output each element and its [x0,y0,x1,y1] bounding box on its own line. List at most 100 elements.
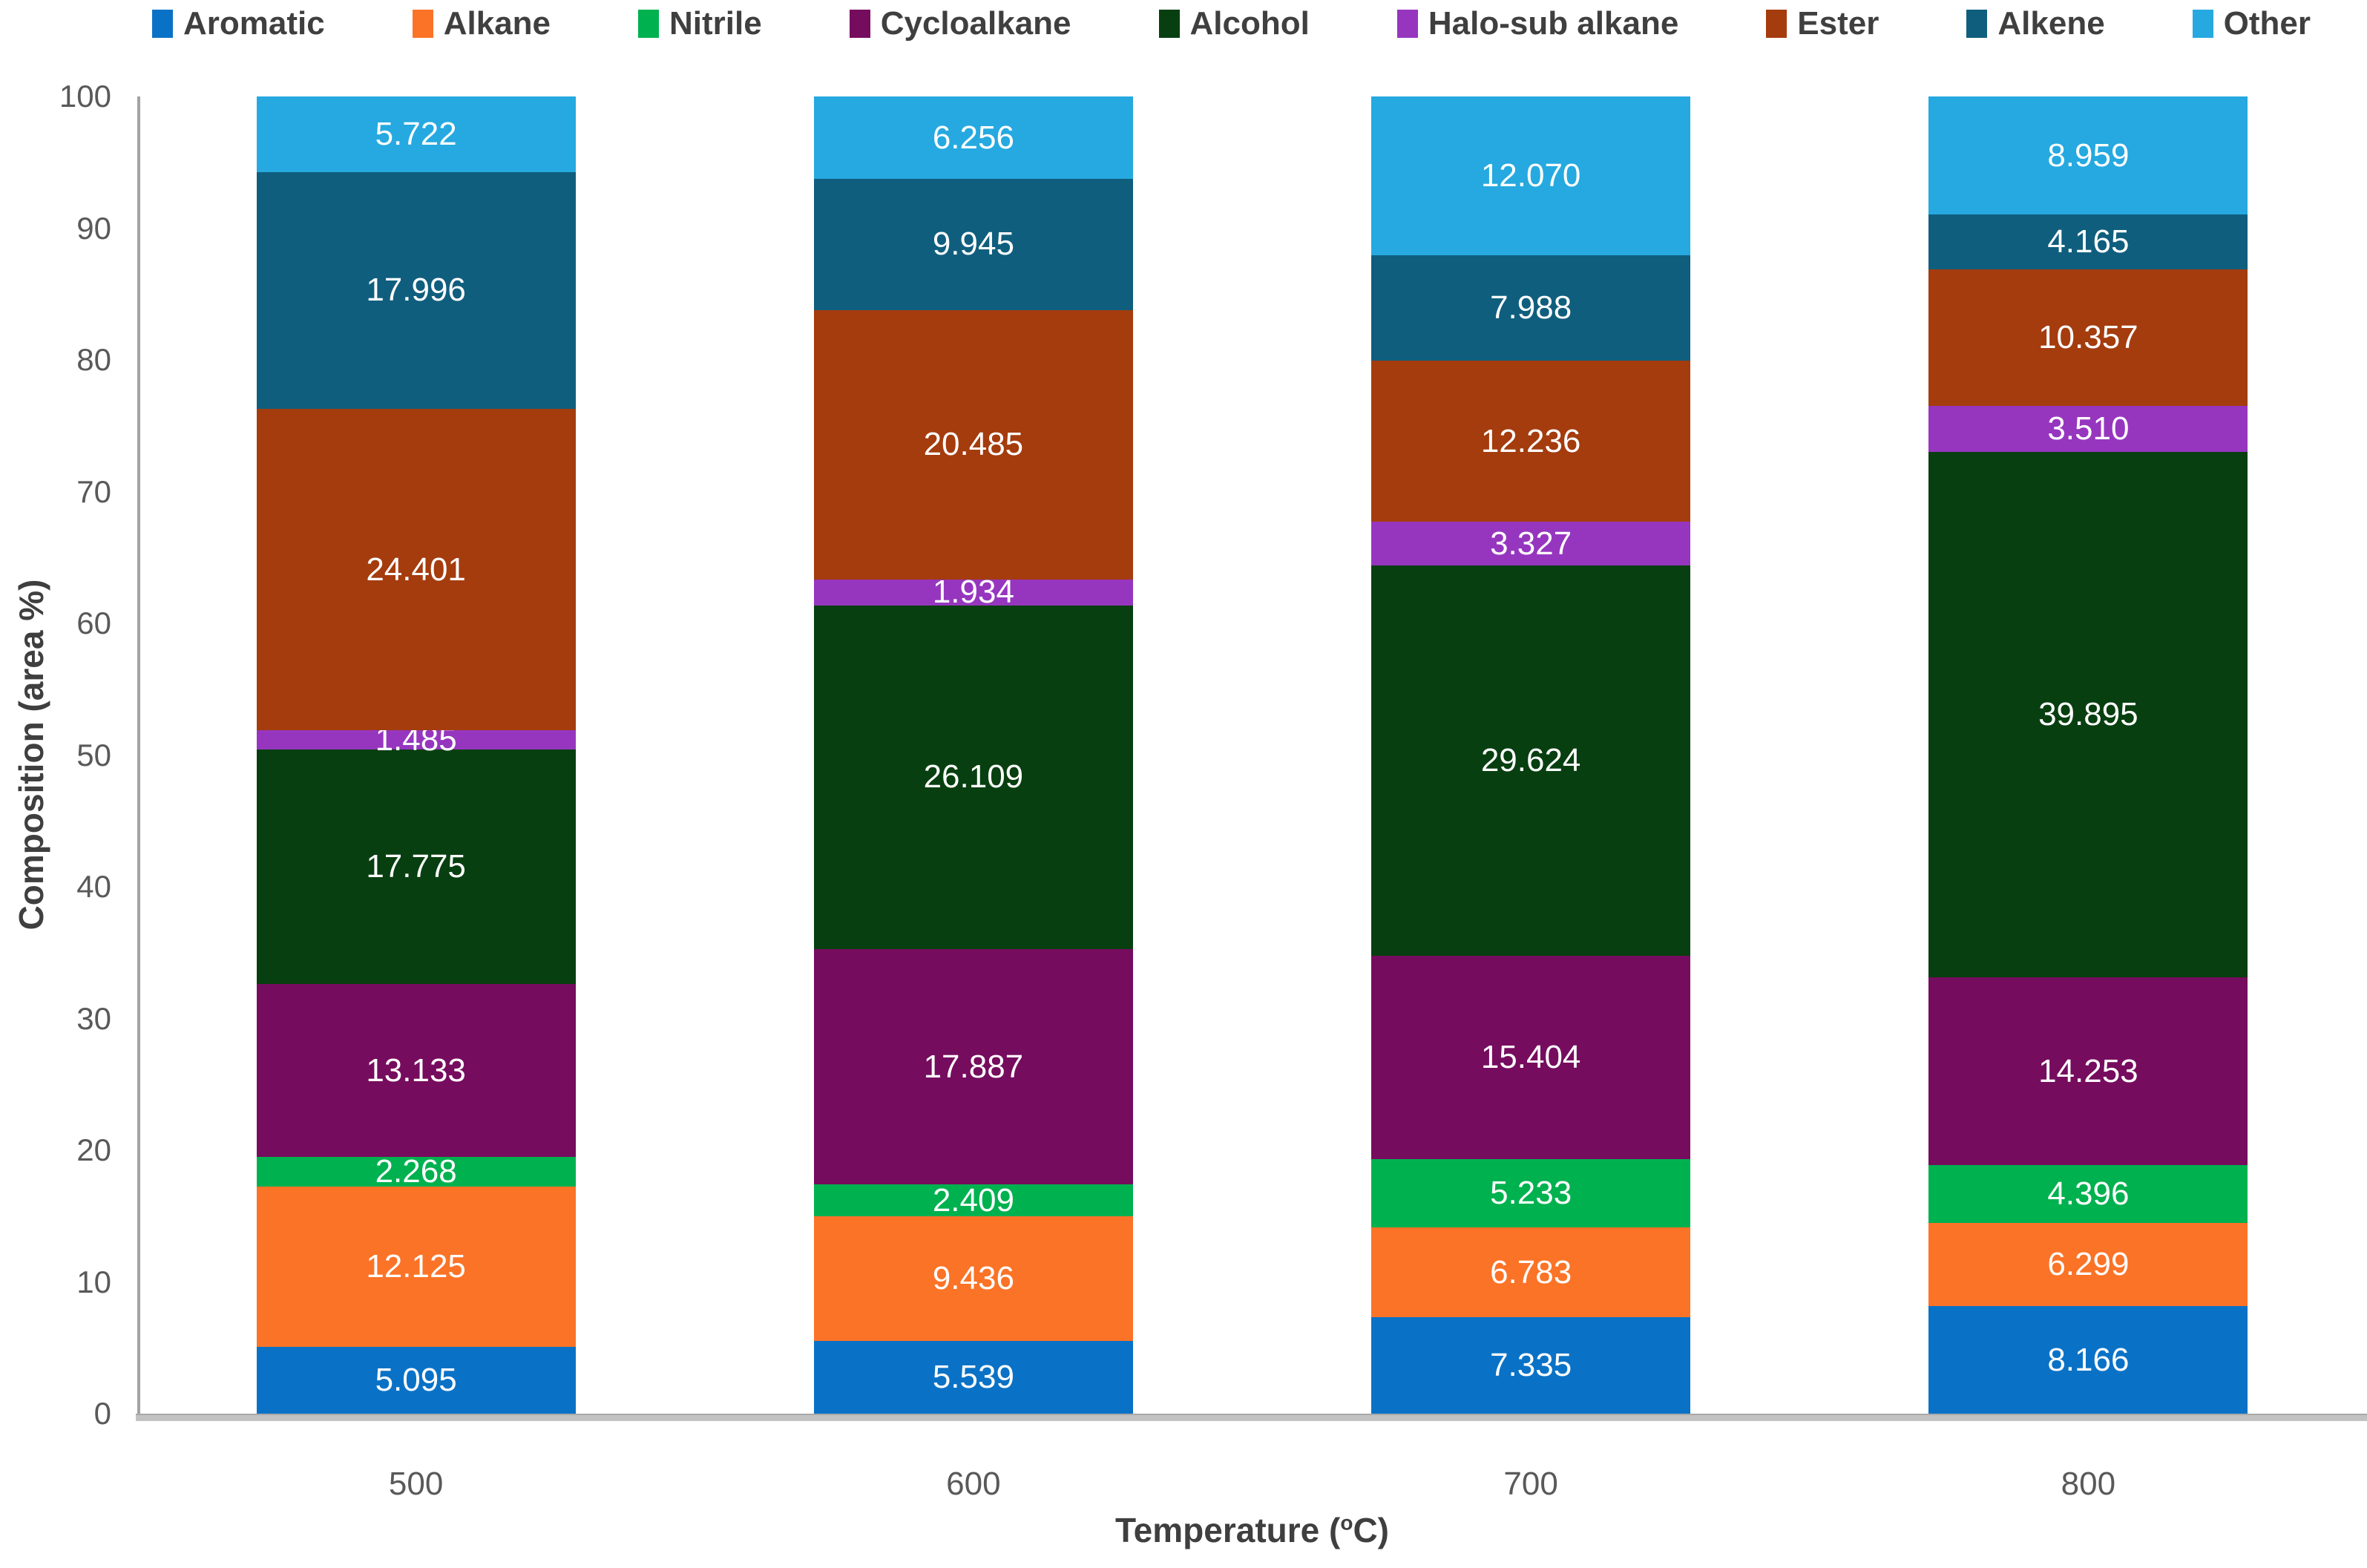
bar-segment-halo-sub-alkane: 1.934 [813,576,1133,608]
legend-swatch-halo-sub-alkane [1396,10,1418,38]
data-label: 5.722 [375,115,457,152]
legend-label: Nitrile [669,5,762,42]
data-label: 29.624 [1480,742,1581,779]
legend-swatch-ester [1766,10,1787,38]
legend-item-halo-sub-alkane: Halo-sub alkane [1396,5,1679,42]
data-label: 15.404 [1480,1038,1581,1075]
legend-item-alcohol: Alcohol [1158,5,1310,42]
data-label: 20.485 [923,426,1024,463]
bar-segment-nitrile: 2.268 [256,1155,576,1188]
legend-swatch-aromatic [152,10,173,38]
bar-segment-alcohol: 39.895 [1928,452,2248,978]
bar-segment-alkane: 6.299 [1928,1223,2248,1307]
legend-swatch-alcohol [1158,10,1180,38]
bar-segment-other: 6.256 [813,96,1133,180]
bar-segment-ester: 10.357 [1928,269,2248,406]
bar-segment-nitrile: 4.396 [1928,1165,2248,1224]
y-tick-label: 0 [93,1396,111,1431]
data-label: 6.256 [932,119,1014,156]
legend-swatch-nitrile [638,10,660,38]
y-tick-label: 100 [59,79,111,114]
bar-segment-other: 12.070 [1371,96,1691,256]
data-label: 17.996 [366,272,466,309]
data-label: 12.125 [366,1247,466,1285]
legend-item-cycloalkane: Cycloalkane [849,5,1071,42]
legend-label: Ester [1797,5,1880,42]
y-tick-label: 50 [76,737,111,772]
y-tick-label: 10 [76,1264,111,1299]
bar-segment-halo-sub-alkane: 3.327 [1371,522,1691,566]
legend-label: Cycloalkane [880,5,1071,42]
legend: Aromatic Alkane Nitrile Cycloalkane Alcohol H… [152,6,2367,42]
bar-segment-ester: 20.485 [813,309,1133,580]
bar-segment-ester: 24.401 [256,408,576,731]
data-label: 5.539 [932,1358,1014,1395]
bar-segment-alcohol: 17.775 [256,749,576,984]
y-tick-label: 60 [76,606,111,640]
x-axis-line [136,1414,2367,1421]
bar-segment-alkane: 12.125 [256,1187,576,1347]
data-label: 5.095 [375,1361,457,1398]
bar-segment-aromatic: 8.166 [1928,1306,2248,1414]
data-label: 7.335 [1490,1346,1572,1383]
y-tick-label: 90 [76,210,111,246]
legend-label: Alcohol [1189,5,1310,42]
bar-segment-cycloalkane: 13.133 [256,983,576,1158]
y-axis-line [137,96,140,1420]
legend-label: Aromatic [183,5,325,42]
data-label: 12.236 [1480,422,1581,459]
bar-segment-cycloalkane: 15.404 [1371,956,1691,1159]
legend-item-nitrile: Nitrile [638,6,762,42]
bar-segment-halo-sub-alkane: 1.485 [256,724,576,756]
data-label: 9.945 [932,226,1014,263]
legend-item-alkene: Alkene [1966,5,2105,42]
y-tick-label: 30 [76,1000,111,1036]
legend-item-alkane: Alkane [412,5,551,42]
x-axis-title-sup: o [1340,1511,1353,1535]
bar-segment-nitrile: 2.409 [813,1184,1133,1216]
data-label: 6.299 [2047,1246,2130,1283]
bar-segment-alkane: 9.436 [813,1216,1133,1341]
data-label: 14.253 [2038,1052,2138,1089]
data-label: 3.327 [1490,525,1572,562]
bar-segment-alcohol: 29.624 [1371,565,1691,957]
data-label: 13.133 [366,1052,466,1089]
legend-label: Other [2223,5,2311,42]
y-tick-label: 20 [76,1132,111,1167]
data-label: 8.166 [2047,1341,2130,1378]
data-label: 24.401 [366,551,466,588]
data-label: 3.510 [2047,410,2130,447]
bar-segment-alkane: 6.783 [1371,1227,1691,1317]
data-label: 5.233 [1490,1174,1572,1211]
legend-label: Alkane [443,5,551,42]
data-label: 12.070 [1480,157,1581,194]
data-label: 6.783 [1490,1253,1572,1290]
bar-segment-ester: 12.236 [1371,361,1691,522]
bar-segment-halo-sub-alkane: 3.510 [1928,405,2248,453]
x-tick-label: 700 [1503,1466,1558,1502]
bar-segment-aromatic: 5.095 [256,1346,576,1414]
bar-segment-alkene: 4.165 [1928,214,2248,269]
legend-item-ester: Ester [1766,6,1879,42]
x-axis-title-post: C) [1353,1511,1389,1549]
y-tick-label: 40 [76,869,111,904]
bar-segment-cycloalkane: 17.887 [813,948,1133,1185]
x-tick-label: 600 [946,1466,1001,1502]
x-axis-title-pre: Temperature ( [1115,1511,1341,1549]
data-label: 9.436 [932,1259,1014,1296]
legend-swatch-alkane [412,10,433,38]
x-tick-label: 800 [2061,1466,2116,1502]
data-label: 26.109 [923,758,1024,796]
data-label: 10.357 [2038,318,2138,355]
bar-segment-aromatic: 7.335 [1371,1316,1691,1414]
x-axis-title: Temperature (oC) [137,1510,2367,1550]
legend-label: Alkene [1997,5,2105,42]
legend-item-other: Other [2192,5,2311,42]
data-label: 4.165 [2047,223,2130,260]
y-tick-label: 80 [76,342,111,377]
bar-segment-alcohol: 26.109 [813,605,1133,949]
data-label: 17.887 [923,1048,1024,1085]
y-tick-label: 70 [76,473,111,509]
legend-label: Halo-sub alkane [1428,5,1679,42]
